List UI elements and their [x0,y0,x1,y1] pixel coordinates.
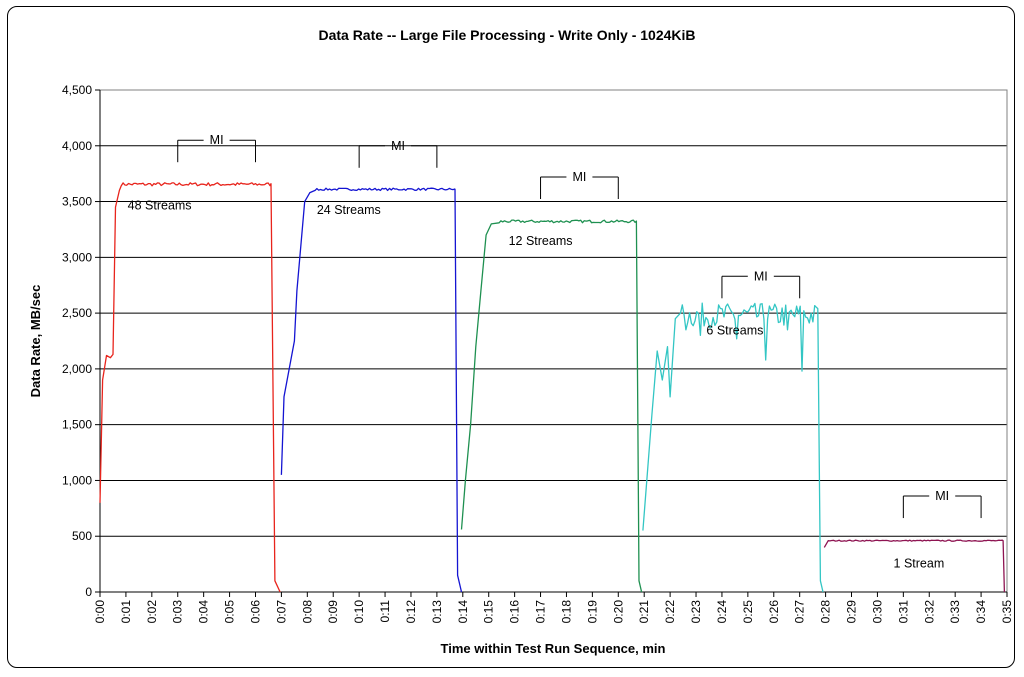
y-tick-label: 2,500 [62,306,92,320]
x-tick-label: 0:14 [456,600,470,624]
x-tick-label: 0:18 [559,600,573,624]
x-tick-label: 0:33 [948,600,962,624]
x-tick-label: 0:16 [508,600,522,624]
axes: 0 500 1,000 1,500 2,000 2,500 3,000 3,500 4,000 4… [62,83,1014,623]
y-tick-label: 1,000 [62,473,92,487]
mi-label: MI [935,489,949,503]
stream-label: 1 Stream [894,556,945,570]
stream-label: 48 Streams [128,198,192,212]
x-tick-label: 0:29 [845,600,859,624]
x-tick-label: 0:27 [793,600,807,624]
y-tick-label: 1,500 [62,418,92,432]
x-tick-label: 0:15 [482,600,496,624]
x-tick-label: 0:05 [223,600,237,624]
annotations: 48 Streams 24 Streams 12 Streams 6 Streams 1… [128,133,982,570]
y-tick-label: 4,500 [62,83,92,97]
stream-label: 24 Streams [317,203,381,217]
x-tick-label: 0:02 [145,600,159,624]
x-axis-title: Time within Test Run Sequence, min [441,641,666,656]
x-tick-label: 0:20 [611,600,625,624]
mi-bracket: MI [902,489,982,519]
x-tick-label: 0:07 [274,600,288,624]
x-tick-label: 0:13 [430,600,444,624]
y-axis-title: Data Rate, MB/sec [28,285,43,398]
chart-title: Data Rate -- Large File Processing - Wri… [318,27,695,43]
x-tick-label: 0:01 [119,600,133,624]
mi-label: MI [572,170,586,184]
x-tick-label: 0:25 [741,600,755,624]
y-tick-label: 0 [85,585,92,599]
mi-label: MI [391,139,405,153]
chart-frame [7,6,1015,668]
x-tick-label: 0:23 [689,600,703,624]
x-tick-label: 0:19 [585,600,599,624]
x-tick-label: 0:34 [974,600,988,624]
stream-label: 6 Streams [706,323,763,337]
y-tick-label: 2,000 [62,362,92,376]
plot-area [99,89,1008,593]
mi-bracket: MI [721,269,801,299]
x-tick-label: 0:24 [715,600,729,624]
mi-bracket: MI [540,170,619,200]
x-tick-label: 0:22 [663,600,677,624]
x-tick-label: 0:03 [171,600,185,624]
gridlines [100,89,1007,537]
x-tick-label: 0:04 [197,600,211,624]
x-tick-label: 0:35 [1000,600,1014,624]
x-tick-label: 0:32 [922,600,936,624]
series-group [99,182,1006,593]
x-tick-label: 0:26 [767,600,781,624]
series-line-3 [460,219,643,593]
y-tick-label: 500 [72,529,92,543]
mi-label: MI [754,269,768,283]
stream-label: 12 Streams [509,234,573,248]
x-tick-label: 0:11 [378,600,392,623]
y-tick-label: 3,000 [62,250,92,264]
x-tick-label: 0:00 [93,600,107,624]
x-tick-label: 0:30 [870,600,884,624]
x-tick-label: 0:12 [404,600,418,624]
series-line-4 [642,302,824,593]
x-tick-label: 0:31 [896,600,910,624]
mi-bracket: MI [358,139,438,168]
series-line-1 [99,182,281,593]
x-tick-label: 0:09 [326,600,340,624]
y-tick-label: 4,000 [62,139,92,153]
x-tick-label: 0:08 [300,600,314,624]
x-tick-label: 0:17 [534,600,548,624]
series-line-5 [823,539,1006,593]
x-tick-label: 0:10 [352,600,366,624]
x-tick-label: 0:06 [248,600,262,624]
y-tick-label: 3,500 [62,195,92,209]
x-tick-label: 0:21 [637,600,651,624]
mi-label: MI [210,133,224,147]
mi-bracket: MI [177,133,256,163]
x-tick-label: 0:28 [819,600,833,624]
series-line-2 [280,187,463,593]
